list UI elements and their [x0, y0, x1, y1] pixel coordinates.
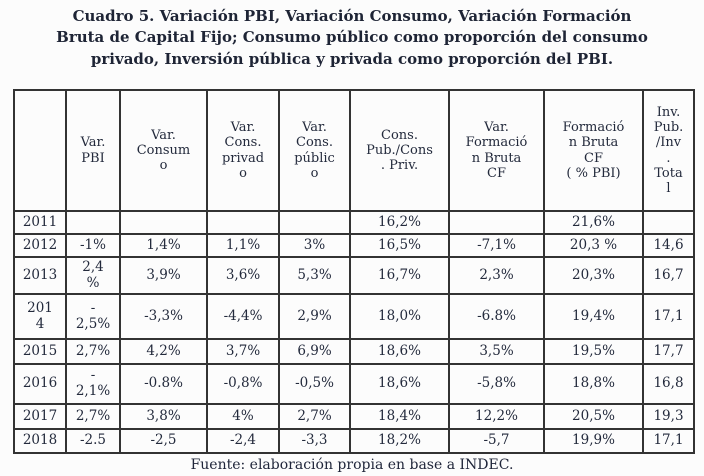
table-cell: 17,1	[642, 293, 695, 340]
row-year: 201 4	[13, 293, 67, 340]
table-header: Var. PBI Var. Consum o Var. Cons. privad o…	[13, 89, 695, 212]
table-row: 2016- 2,1% -0.8% -0,8% -0,5% 18,6% -5,8% 18,8%…	[13, 363, 695, 405]
table-cell: 14,6	[642, 233, 695, 258]
table-cell: 20,3%	[543, 256, 644, 295]
table-cell: 16,5%	[349, 233, 450, 258]
table-cell: 18,4%	[349, 403, 450, 430]
table-cell: 18,0%	[349, 293, 450, 340]
column-header-8: Inv. Pub. /Inv . Tota l	[642, 89, 695, 212]
column-header-1: Var. PBI	[65, 89, 121, 212]
row-year: 2013	[13, 256, 67, 295]
table-cell: 16,8	[642, 363, 695, 405]
table-cell: -6.8%	[448, 293, 545, 340]
table-cell	[448, 210, 545, 235]
table-title: Cuadro 5. Variación PBI, Variación Consu…	[56, 7, 648, 68]
table-row: 2012 -1% 1,4% 1,1% 3% 16,5% -7,1% 20,3 % 14,6	[13, 233, 695, 258]
table-cell: 1,1%	[206, 233, 280, 258]
table-cell	[278, 210, 351, 235]
table-cell: 18,2%	[349, 428, 450, 454]
table-cell: -3,3%	[119, 293, 208, 340]
table-cell: 3,6%	[206, 256, 280, 295]
table-cell: 4,2%	[119, 338, 208, 365]
data-table: Var. PBI Var. Consum o Var. Cons. privad o…	[13, 89, 695, 454]
table-cell: 20,3 %	[543, 233, 644, 258]
column-header-4: Var. Cons. públic o	[278, 89, 351, 212]
column-header-2: Var. Consum o	[119, 89, 208, 212]
table-cell: 20,5%	[543, 403, 644, 430]
table-cell: -2.5	[65, 428, 121, 454]
table-cell: -3,3	[278, 428, 351, 454]
table-cell: -1%	[65, 233, 121, 258]
table-cell: 2,7%	[278, 403, 351, 430]
table-cell	[119, 210, 208, 235]
table-cell: 19,9%	[543, 428, 644, 454]
table-cell: - 2,1%	[65, 363, 121, 405]
table-cell: 17,7	[642, 338, 695, 365]
table-cell: -7,1%	[448, 233, 545, 258]
table-cell: 18,6%	[349, 338, 450, 365]
table-cell: 4%	[206, 403, 280, 430]
table-cell	[206, 210, 280, 235]
table-cell: 2,3%	[448, 256, 545, 295]
table-cell: 19,5%	[543, 338, 644, 365]
row-year: 2018	[13, 428, 67, 454]
table-cell: 19,3	[642, 403, 695, 430]
row-year: 2012	[13, 233, 67, 258]
table-cell	[642, 210, 695, 235]
table-body: 2011 16,2% 21,6% 2012 -1% 1,4% 1,1% 3% 16,5% -7,1…	[13, 210, 695, 454]
table-cell: 3,9%	[119, 256, 208, 295]
table-cell: 18,6%	[349, 363, 450, 405]
row-year: 2015	[13, 338, 67, 365]
column-header-6: Var. Formació n Bruta CF	[448, 89, 545, 212]
table-cell: 17,1	[642, 428, 695, 454]
table-row: 2018 -2.5 -2,5 -2,4 -3,3 18,2% -5,7 19,9% 17,1	[13, 428, 695, 454]
table-cell: 16,2%	[349, 210, 450, 235]
table-cell: 18,8%	[543, 363, 644, 405]
table-cell: 3%	[278, 233, 351, 258]
row-year: 2011	[13, 210, 67, 235]
source-note: Fuente: elaboración propia en base a IND…	[190, 457, 514, 473]
table-cell: 2,7%	[65, 403, 121, 430]
table-cell: -5,8%	[448, 363, 545, 405]
table-cell: -2,4	[206, 428, 280, 454]
table-cell: 3,7%	[206, 338, 280, 365]
table-cell: 21,6%	[543, 210, 644, 235]
header-row: Var. PBI Var. Consum o Var. Cons. privad o…	[13, 89, 695, 212]
table-cell: 3,8%	[119, 403, 208, 430]
table-row: 2011 16,2% 21,6%	[13, 210, 695, 235]
table-cell: 16,7	[642, 256, 695, 295]
table-cell: 2,4 %	[65, 256, 121, 295]
table-cell: 2,9%	[278, 293, 351, 340]
column-header-0	[13, 89, 67, 212]
table-cell: -0,8%	[206, 363, 280, 405]
table-cell: -5,7	[448, 428, 545, 454]
table-row: 2015 2,7% 4,2% 3,7% 6,9% 18,6% 3,5% 19,5% 17,7	[13, 338, 695, 365]
column-header-7: Formació n Bruta CF ( % PBI)	[543, 89, 644, 212]
table-cell: 2,7%	[65, 338, 121, 365]
table-cell: -0,5%	[278, 363, 351, 405]
table-row: 2013 2,4 % 3,9% 3,6% 5,3% 16,7% 2,3% 20,3% 16,7	[13, 256, 695, 295]
row-year: 2016	[13, 363, 67, 405]
table-row: 2017 2,7% 3,8% 4% 2,7% 18,4% 12,2% 20,5% 19,3	[13, 403, 695, 430]
table-row: 201 4- 2,5% -3,3% -4,4% 2,9% 18,0% -6.8% 19,4%…	[13, 293, 695, 340]
table-cell: -0.8%	[119, 363, 208, 405]
table-cell: -2,5	[119, 428, 208, 454]
table-cell: 12,2%	[448, 403, 545, 430]
table-cell: 16,7%	[349, 256, 450, 295]
row-year: 2017	[13, 403, 67, 430]
table-cell: 6,9%	[278, 338, 351, 365]
table-cell: 1,4%	[119, 233, 208, 258]
table-cell: - 2,5%	[65, 293, 121, 340]
column-header-3: Var. Cons. privad o	[206, 89, 280, 212]
table-cell: 5,3%	[278, 256, 351, 295]
table-cell	[65, 210, 121, 235]
table-cell: 19,4%	[543, 293, 644, 340]
table-cell: 3,5%	[448, 338, 545, 365]
table-cell: -4,4%	[206, 293, 280, 340]
column-header-5: Cons. Pub./Cons . Priv.	[349, 89, 450, 212]
